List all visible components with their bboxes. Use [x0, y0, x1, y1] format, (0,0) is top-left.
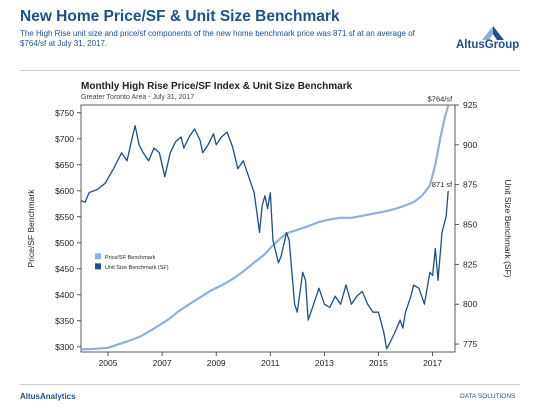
footer-brand: AltusAnalytics [20, 392, 76, 401]
y-left-tick-label: $450 [55, 264, 74, 274]
page-subtitle: The High Rise unit size and price/sf com… [20, 29, 415, 48]
x-tick-label: 2015 [369, 358, 388, 368]
y-right-tick-label: 850 [463, 220, 477, 230]
logo-text: AltusGroup [456, 39, 520, 51]
header-divider [20, 70, 520, 71]
chart-title: Monthly High Rise Price/SF Index & Unit … [81, 81, 353, 92]
legend-label: Price/SF Benchmark [105, 255, 156, 261]
y-right-tick-label: 875 [463, 180, 477, 190]
y-right-tick-label: 825 [463, 259, 477, 269]
series-layer [80, 105, 450, 351]
legend-swatch [95, 263, 101, 270]
legend-swatch [95, 253, 101, 260]
series-line-unit-size [80, 125, 449, 350]
footer-divider [20, 384, 520, 385]
x-tick-label: 2017 [423, 358, 442, 368]
y-left-tick-label: $700 [55, 134, 74, 144]
y-right-tick-label: 900 [463, 140, 477, 150]
page-title: New Home Price/SF & Unit Size Benchmark [20, 8, 340, 25]
y-right-tick-label: 775 [463, 339, 477, 349]
y-right-tick-label: 925 [463, 100, 477, 110]
y-left-tick-label: $300 [55, 342, 74, 352]
y-left-tick-label: $750 [55, 108, 74, 118]
y-right-axis-title: Unit Size Benchmark (SF) [503, 179, 513, 277]
y-left-tick-label: $400 [55, 290, 74, 300]
series-line-price-sf [80, 105, 450, 351]
x-tick-label: 2009 [207, 358, 226, 368]
y-left-tick-label: $550 [55, 212, 74, 222]
y-right-tick-label: 800 [463, 299, 477, 309]
altus-group-logo: AltusGroup [456, 26, 526, 52]
y-left-tick-label: $600 [55, 186, 74, 196]
axes: 2005 2007 2009 2011 2013 2015 2017 $300 $350 $400… [26, 100, 513, 368]
x-tick-label: 2013 [315, 358, 334, 368]
plot-frame [80, 104, 456, 353]
y-left-tick-label: $650 [55, 160, 74, 170]
x-tick-label: 2011 [261, 358, 280, 368]
annotation-label: 871 sf [432, 180, 453, 189]
legend-label: Unit Size Benchmark (SF) [105, 265, 169, 271]
footer-tagline: DATA SOLUTIONS [460, 393, 516, 400]
y-left-axis-title: Price/SF Benchmark [26, 189, 36, 268]
label-layer: Price/SF Benchmark Unit Size Benchmark (S… [95, 95, 453, 271]
logo-mark-icon [482, 26, 504, 40]
y-left-tick-label: $500 [55, 238, 74, 248]
x-tick-label: 2007 [153, 358, 172, 368]
annotation-label: $764/sf [428, 95, 454, 104]
x-tick-label: 2005 [99, 358, 118, 368]
chart-subtitle: Greater Toronto Area - July 31, 2017 [81, 94, 195, 101]
y-left-tick-label: $350 [55, 316, 74, 326]
